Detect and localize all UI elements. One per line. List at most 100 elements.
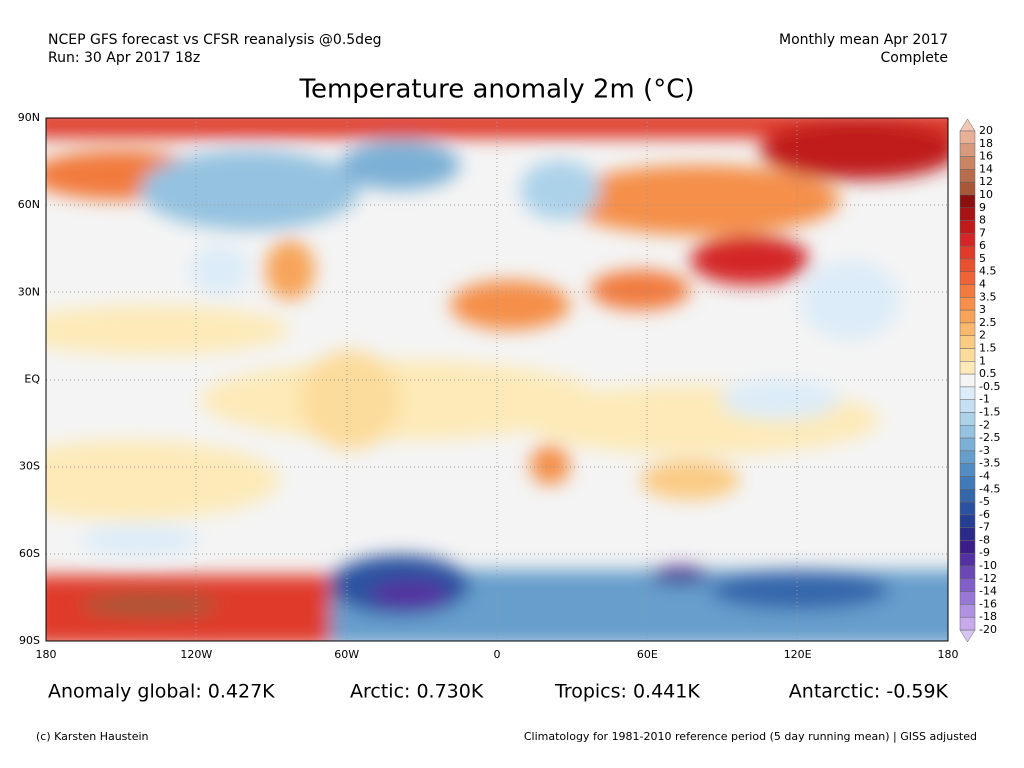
colorbar-swatch — [959, 233, 976, 247]
lon-label: 180 — [36, 648, 57, 661]
lat-label: 60S — [19, 547, 40, 560]
colorbar-label: 10 — [979, 188, 993, 201]
colorbar-label: 8 — [979, 214, 986, 227]
lat-label: 30N — [18, 285, 40, 298]
colorbar-swatch — [959, 604, 976, 618]
colorbar-swatch — [959, 335, 976, 349]
colorbar-swatch — [959, 476, 976, 490]
colorbar-label: -3 — [979, 444, 990, 457]
header-right-2: Complete — [881, 50, 948, 66]
colorbar-label: -9 — [979, 546, 990, 559]
colorbar-swatch — [959, 450, 976, 464]
colorbar-label: -20 — [979, 623, 997, 636]
colorbar-label: 9 — [979, 201, 986, 214]
colorbar-label: -4.5 — [979, 482, 1000, 495]
colorbar-swatch — [959, 245, 976, 260]
colorbar-label: 3.5 — [979, 290, 997, 303]
map — [46, 118, 948, 641]
colorbar-label: 5 — [979, 252, 986, 265]
colorbar-swatch — [959, 540, 976, 554]
colorbar-top — [959, 118, 976, 132]
lon-label: 60E — [637, 648, 658, 661]
colorbar-swatch — [959, 425, 976, 439]
lon-label: 0 — [494, 648, 501, 661]
colorbar-swatch — [959, 552, 976, 567]
colorbar-label: -5 — [979, 495, 990, 508]
colorbar-label: -0.5 — [979, 380, 1000, 393]
colorbar-label: -14 — [979, 585, 997, 598]
colorbar-swatch — [959, 130, 976, 145]
colorbar-swatch — [959, 463, 976, 477]
colorbar-swatch — [959, 207, 976, 221]
colorbar-label: -3.5 — [979, 457, 1000, 470]
colorbar-label: 3 — [979, 303, 986, 316]
colorbar-label: 20 — [979, 124, 993, 137]
colorbar-swatch — [959, 437, 976, 452]
colorbar-label: 2.5 — [979, 316, 997, 329]
colorbar-bottom — [959, 629, 976, 643]
colorbar-label: 1 — [979, 354, 986, 367]
colorbar-label: -8 — [979, 533, 990, 546]
colorbar-swatch — [959, 527, 976, 541]
lon-label: 180 — [938, 648, 959, 661]
footer-right: Climatology for 1981-2010 reference peri… — [524, 730, 977, 743]
colorbar-label: 2 — [979, 329, 986, 342]
colorbar-swatch — [959, 565, 976, 580]
colorbar-swatch — [959, 501, 976, 516]
stat-tropics: Tropics: 0.441K — [554, 681, 700, 703]
stat-arctic: Arctic: 0.730K — [350, 681, 484, 703]
lat-label: EQ — [24, 373, 40, 386]
colorbar-swatch — [959, 412, 976, 426]
lat-label: 90S — [19, 634, 40, 647]
colorbar-label: 18 — [979, 137, 993, 150]
lon-label: 120E — [784, 648, 812, 661]
stat-global: Anomaly global: 0.427K — [48, 681, 275, 703]
lat-label: 60N — [18, 198, 40, 211]
header-right-1: Monthly mean Apr 2017 — [779, 32, 948, 48]
footer-left: (c) Karsten Haustein — [36, 730, 149, 743]
header-left-2: Run: 30 Apr 2017 18z — [48, 50, 200, 66]
colorbar-label: 1.5 — [979, 342, 997, 355]
colorbar-label: 0.5 — [979, 367, 997, 380]
colorbar-swatch — [959, 373, 976, 388]
colorbar-label: -1 — [979, 393, 990, 406]
header-left-1: NCEP GFS forecast vs CFSR reanalysis @0.… — [48, 32, 382, 48]
colorbar-label: -12 — [979, 572, 997, 585]
lat-label: 90N — [18, 111, 40, 124]
colorbar-swatch — [959, 258, 976, 272]
lat-label: 30S — [19, 460, 40, 473]
colorbar-label: 4 — [979, 278, 986, 291]
colorbar-swatch — [959, 220, 976, 234]
lon-label: 60W — [334, 648, 359, 661]
colorbar-swatch — [959, 271, 976, 285]
map-frame — [45, 117, 949, 642]
colorbar-swatch — [959, 578, 976, 592]
colorbar-label: -18 — [979, 610, 997, 623]
colorbar-swatch — [959, 284, 976, 298]
colorbar-label: 6 — [979, 239, 986, 252]
colorbar-label: -6 — [979, 508, 990, 521]
colorbar-label: -10 — [979, 559, 997, 572]
colorbar-swatch — [959, 348, 976, 362]
colorbar-swatch — [959, 616, 976, 631]
colorbar-swatch — [959, 143, 976, 157]
colorbar-label: -1.5 — [979, 405, 1000, 418]
colorbar-label: -16 — [979, 597, 997, 610]
colorbar-label: -2 — [979, 418, 990, 431]
colorbar-swatch — [959, 591, 976, 605]
title: Temperature anomaly 2m (°C) — [299, 75, 695, 105]
colorbar-label: 12 — [979, 175, 993, 188]
colorbar-swatch — [959, 386, 976, 400]
colorbar-label: 7 — [979, 226, 986, 239]
colorbar-swatch — [959, 489, 976, 503]
lon-label: 120W — [180, 648, 212, 661]
colorbar-label: 4.5 — [979, 265, 997, 278]
colorbar-swatch — [959, 156, 976, 170]
colorbar-swatch — [959, 297, 976, 311]
colorbar-label: -7 — [979, 521, 990, 534]
colorbar-swatch — [959, 169, 976, 183]
colorbar-swatch — [959, 361, 976, 375]
colorbar-swatch — [959, 399, 976, 413]
colorbar-swatch — [959, 181, 976, 196]
